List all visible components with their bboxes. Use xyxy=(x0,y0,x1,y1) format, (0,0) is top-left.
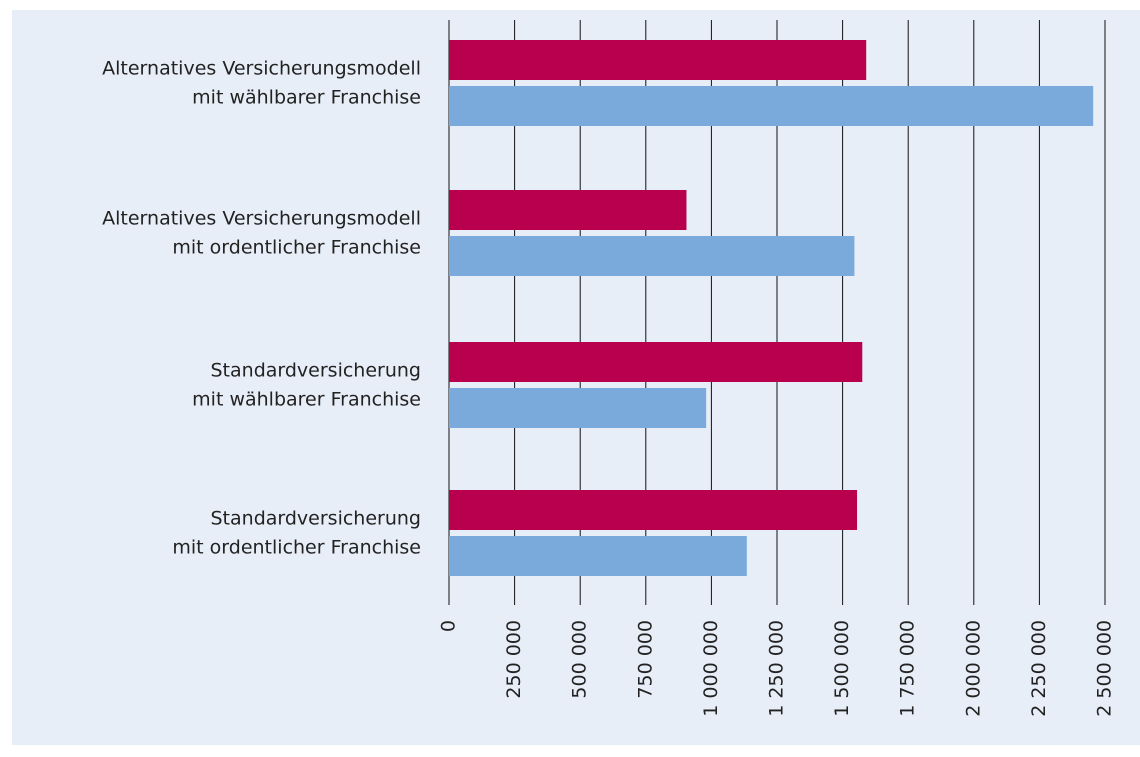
bar xyxy=(449,490,858,530)
x-tick-label: 2 000 000 xyxy=(962,620,984,717)
bar xyxy=(449,236,855,276)
x-tick-label: 250 000 xyxy=(503,620,525,699)
category-label: Alternatives Versicherungsmodell xyxy=(102,208,421,230)
x-tick-label: 0 xyxy=(438,620,460,632)
bar xyxy=(449,86,1094,126)
category-label: Standardversicherung xyxy=(211,360,422,382)
x-tick-label: 1 000 000 xyxy=(700,620,722,717)
category-label: mit ordentlicher Franchise xyxy=(172,537,421,559)
bar xyxy=(449,536,747,576)
x-tick-label: 2 250 000 xyxy=(1028,620,1050,717)
category-label: mit ordentlicher Franchise xyxy=(172,237,421,259)
x-tick-label: 750 000 xyxy=(634,620,656,699)
x-tick-label: 2 500 000 xyxy=(1094,620,1116,717)
bar xyxy=(449,388,707,428)
category-label: mit wählbarer Franchise xyxy=(192,389,421,411)
x-tick-label: 1 250 000 xyxy=(766,620,788,717)
bar xyxy=(449,342,863,382)
category-label: Alternatives Versicherungsmodell xyxy=(102,58,421,80)
x-tick-label: 1 500 000 xyxy=(831,620,853,717)
category-label: mit wählbarer Franchise xyxy=(192,87,421,109)
bar xyxy=(449,190,687,230)
category-label: Standardversicherung xyxy=(211,508,422,530)
bar xyxy=(449,40,867,80)
x-tick-label: 1 750 000 xyxy=(897,620,919,717)
x-tick-label: 500 000 xyxy=(569,620,591,699)
